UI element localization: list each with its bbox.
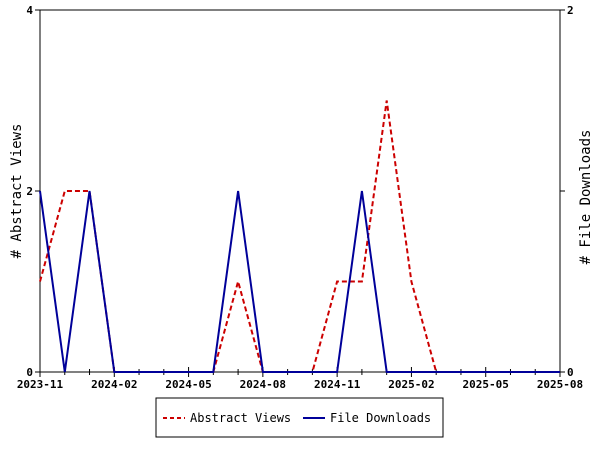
left-tick-label: 2 <box>26 185 33 198</box>
x-tick-label: 2024-02 <box>91 378 137 391</box>
left-tick-label: 0 <box>26 366 33 379</box>
left-tick-label: 4 <box>26 4 33 17</box>
right-tick-label: 0 <box>567 366 574 379</box>
right-axis-title: # File Downloads <box>578 130 594 265</box>
x-tick-label: 2024-05 <box>165 378 211 391</box>
right-y-axis: 02 <box>560 4 574 379</box>
series-layer <box>39 100 560 373</box>
x-tick-label: 2023-11 <box>17 378 64 391</box>
series-line-file-downloads <box>39 190 560 373</box>
legend-box <box>155 397 444 438</box>
plot-area <box>39 9 561 373</box>
x-tick-label: 2025-05 <box>463 378 509 391</box>
x-axis: 2023-11 2024-02 2024-05 2024-08 2024-11 2025-… <box>17 367 583 391</box>
x-tick-label: 2025-08 <box>537 378 583 391</box>
right-tick-label: 2 <box>567 4 574 17</box>
x-tick-label: 2024-11 <box>314 378 361 391</box>
legend-label-abstract-views: Abstract Views <box>190 411 291 425</box>
x-tick-label: 2024-08 <box>240 378 286 391</box>
x-tick-label: 2025-02 <box>388 378 434 391</box>
legend-label-file-downloads: File Downloads <box>330 411 431 425</box>
left-y-axis: 0 2 4 <box>26 4 40 379</box>
left-axis-title: # Abstract Views <box>9 124 25 259</box>
legend: Abstract Views File Downloads <box>155 397 444 438</box>
